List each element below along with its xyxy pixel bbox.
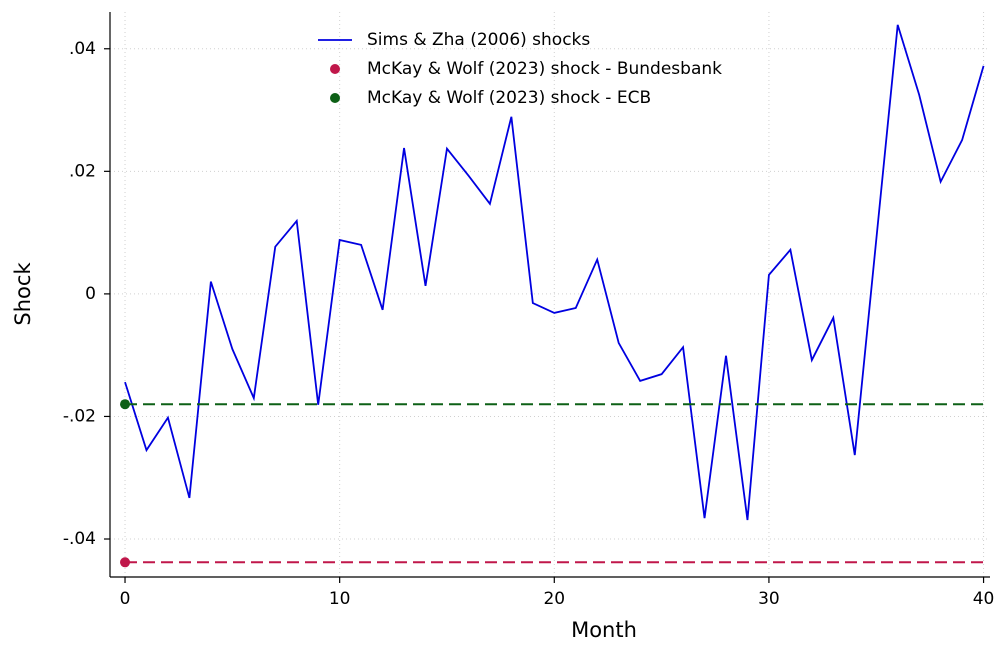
legend-label: McKay & Wolf (2023) shock - ECB	[367, 88, 651, 108]
x-tick-label: 40	[973, 589, 995, 609]
series-line	[124, 24, 985, 521]
y-tick-label: .04	[69, 39, 96, 59]
legend-swatch	[330, 93, 340, 103]
point	[120, 399, 131, 410]
x-tick-label: 20	[543, 589, 565, 609]
x-tick-label: 30	[758, 589, 780, 609]
y-tick-label: .02	[69, 161, 96, 181]
point	[120, 557, 131, 568]
legend-label: McKay & Wolf (2023) shock - Bundesbank	[367, 59, 722, 79]
legend-swatch	[330, 64, 340, 74]
y-tick-label: -.02	[63, 406, 96, 426]
y-axis-label: Shock	[11, 262, 35, 326]
x-tick-label: 10	[329, 589, 351, 609]
x-tick-label: 0	[120, 589, 131, 609]
y-tick-label: 0	[85, 284, 96, 304]
y-tick-label: -.04	[63, 529, 96, 549]
legend-label: Sims & Zha (2006) shocks	[367, 30, 590, 50]
x-axis-label: Month	[571, 618, 637, 642]
